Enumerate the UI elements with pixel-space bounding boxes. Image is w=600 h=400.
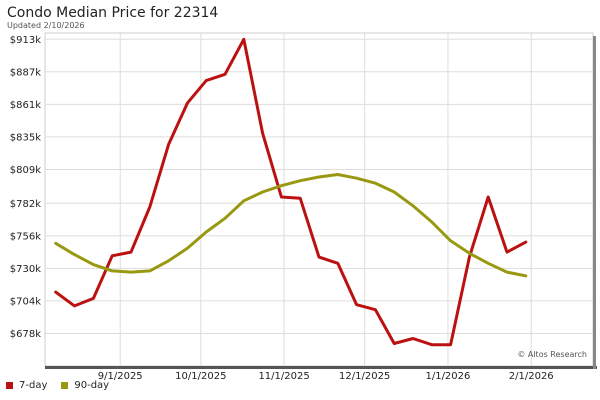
x-axis-bar: [45, 366, 597, 369]
chart-subtitle: Updated 2/10/2026: [7, 21, 85, 30]
plot-area: [44, 32, 594, 367]
y-tick-label: $861k: [10, 100, 41, 111]
y-tick-label: $678k: [10, 329, 41, 340]
legend-swatch-90-day: [61, 382, 69, 389]
y-tick-label: $756k: [10, 231, 41, 242]
y-tick-label: $704k: [10, 296, 41, 307]
legend-item-90-day: 90-day: [61, 380, 109, 391]
y-tick-label: $887k: [10, 67, 41, 78]
y-tick-label: $809k: [10, 165, 41, 176]
series-line-90-day: [54, 173, 528, 278]
x-tick-label: 11/1/2025: [258, 371, 309, 382]
y-tick-label: $913k: [10, 35, 41, 46]
chart-legend: 7-day 90-day: [6, 380, 109, 391]
right-shadow: [593, 36, 596, 369]
series-line-7-day: [54, 37, 528, 347]
x-tick-label: 2/1/2026: [509, 371, 554, 382]
legend-label-90-day: 90-day: [74, 380, 110, 391]
legend-label-7-day: 7-day: [19, 380, 48, 391]
y-tick-label: $730k: [10, 264, 41, 275]
x-tick-label: 10/1/2025: [175, 371, 226, 382]
x-tick-label: 12/1/2025: [339, 371, 390, 382]
y-tick-label: $782k: [10, 199, 41, 210]
legend-swatch-7-day: [6, 382, 13, 389]
x-tick-label: 1/1/2026: [425, 371, 470, 382]
chart-title: Condo Median Price for 22314: [7, 5, 219, 21]
y-tick-label: $835k: [10, 132, 41, 143]
credit-label: © Altos Research: [517, 350, 587, 359]
legend-item-7-day: 7-day: [6, 380, 47, 391]
x-tick-label: 9/1/2025: [98, 371, 143, 382]
